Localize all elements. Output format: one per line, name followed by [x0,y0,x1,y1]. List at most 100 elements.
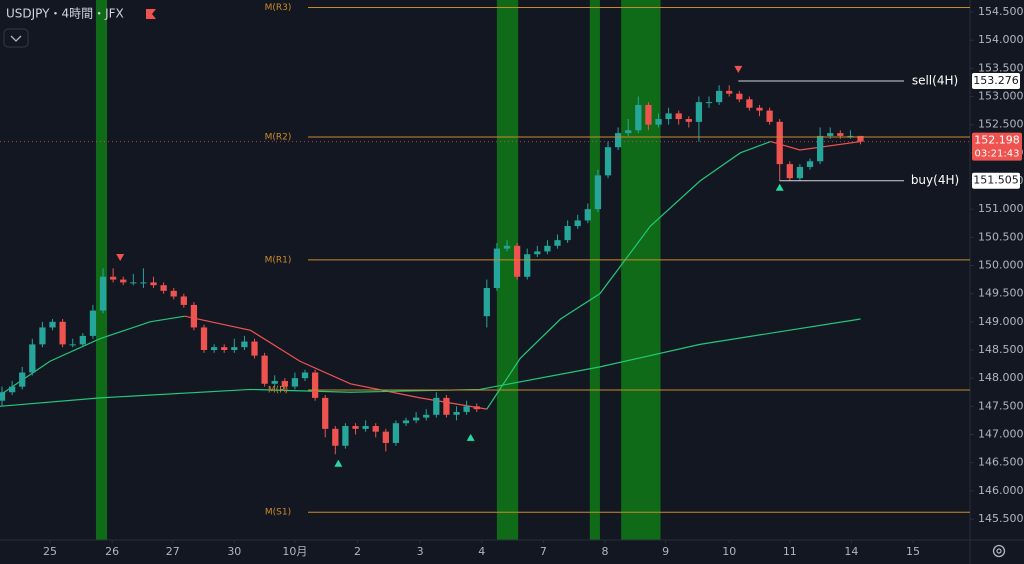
candle-body [534,251,541,255]
highlight-band [621,0,661,540]
candle-body [89,310,97,336]
candle-body [130,282,137,284]
candle-body [776,121,783,165]
candle-body [382,431,389,443]
x-tick-label: 8 [601,545,608,558]
candle-body [59,321,66,345]
candle-body [493,248,501,289]
candle-body [524,254,531,277]
candle-body [715,90,723,103]
y-tick-label: 146.500 [978,456,1024,469]
candle-body [150,282,157,286]
settings-button[interactable] [992,544,1006,558]
candle-body [241,341,248,348]
pivot-label: M(R1) [265,255,292,265]
candle-body [816,135,824,162]
candle-body [109,276,117,280]
candle-body [574,220,581,227]
flag-icon[interactable] [146,9,156,19]
candle-body [513,245,521,277]
x-tick-label: 9 [662,545,669,558]
candle-body [372,426,379,432]
candle-body [170,290,177,297]
y-tick-label: 150.000 [978,258,1024,271]
sell-signal [116,254,125,262]
y-tick-label: 145.500 [978,512,1024,525]
price-tag-label: 153.276 [973,74,1019,87]
y-tick-label: 147.500 [978,399,1024,412]
candle-body [736,93,743,100]
pivot-label: M(S1) [265,508,291,518]
candle-body [352,426,359,429]
candle-body [625,130,632,134]
candle-body [99,276,107,311]
price-tag [972,172,1020,189]
candle-body [685,119,692,122]
candle-body [554,240,561,246]
buy-signal [466,433,475,441]
pivot-label: M(R2) [265,133,292,143]
x-tick-label: 2 [354,545,361,558]
x-tick-label: 10 [722,545,736,558]
candle-body [857,135,864,142]
candle-body [402,420,410,424]
collapse-button[interactable] [3,28,29,48]
highlight-band [496,0,519,540]
candle-body [120,279,127,283]
candle-body [29,344,36,373]
candle-body [766,110,773,122]
candle-body [614,133,622,148]
candle-body [423,414,430,418]
candle-body [705,102,713,104]
x-tick-label: 27 [166,545,180,558]
y-tick-label: 151.000 [978,202,1024,215]
candle-body [291,378,299,387]
y-tick-label: 150.500 [978,230,1024,243]
candle-body [675,113,682,120]
candle-body [261,355,268,384]
candle-body [271,380,278,384]
candle-body [503,245,511,249]
y-tick-label: 148.500 [978,343,1024,356]
candle-body [756,107,763,111]
candle-body [200,327,208,350]
candle-body [635,104,642,131]
candle-body [453,411,460,415]
gear-center [996,548,1002,554]
x-tick-label: 3 [417,545,424,558]
candle-body [473,406,480,410]
candle-body [210,347,218,350]
highlight-band [95,0,108,540]
candle-body [645,104,652,125]
candle-body [483,288,490,317]
candle-body [140,282,147,284]
candle-body [39,327,46,345]
y-tick-label: 148.000 [978,371,1024,384]
last-price-label: 152.198 [974,134,1020,147]
candle-body [332,428,339,446]
candle-body [584,209,591,221]
y-tick-label: 154.500 [978,5,1024,18]
candle-body [281,380,288,387]
candle-body [463,406,470,412]
candle-body [544,245,551,252]
y-tick-label: 147.000 [978,427,1024,440]
candle-body [19,372,26,387]
gear-icon [992,544,1006,558]
y-tick-label: 153.000 [978,89,1024,102]
candle-body [827,133,834,136]
buy-signal [334,459,343,467]
candle-body [796,166,804,179]
candle-body [301,372,309,379]
candle-body [443,397,450,415]
x-tick-label: 11 [783,545,797,558]
candle-body [190,304,198,328]
candle-body [231,347,238,350]
candle-body [847,135,854,137]
candle-body [322,397,329,429]
candle-body [655,119,662,125]
candle-body [8,386,16,393]
pivot-label: M(R3) [265,3,292,13]
x-tick-label: 25 [43,545,57,558]
highlight-band [589,0,600,540]
